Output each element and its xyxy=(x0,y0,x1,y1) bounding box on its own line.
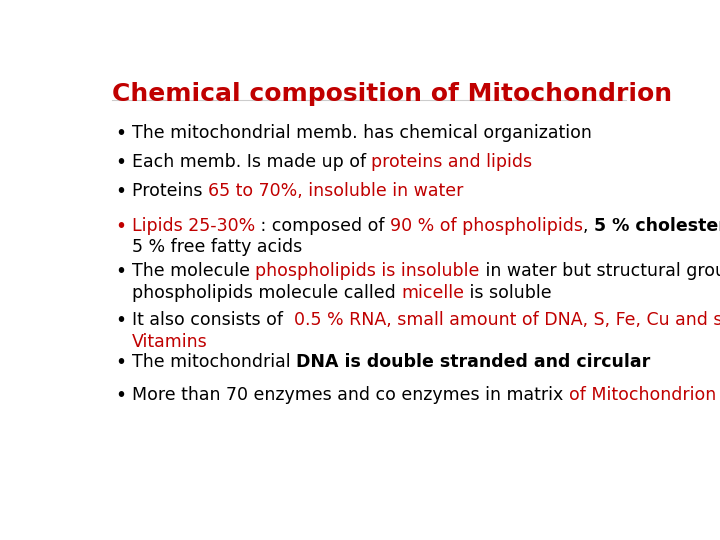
Text: proteins and lipids: proteins and lipids xyxy=(372,153,533,171)
Text: •: • xyxy=(115,217,126,235)
Text: Lipids 25-30%: Lipids 25-30% xyxy=(132,217,255,234)
Text: Chemical composition of Mitochondrion: Chemical composition of Mitochondrion xyxy=(112,82,672,106)
Text: 0.5 % RNA, small amount of DNA, S, Fe, Cu and some: 0.5 % RNA, small amount of DNA, S, Fe, C… xyxy=(294,311,720,329)
Text: 90 % of phospholipids: 90 % of phospholipids xyxy=(390,217,583,234)
Text: : composed of: : composed of xyxy=(255,217,390,234)
Text: Proteins: Proteins xyxy=(132,182,208,200)
Text: It also consists of: It also consists of xyxy=(132,311,294,329)
Text: More than 70 enzymes and co enzymes in matrix: More than 70 enzymes and co enzymes in m… xyxy=(132,386,569,404)
Text: Each memb. Is made up of: Each memb. Is made up of xyxy=(132,153,372,171)
Text: •: • xyxy=(115,386,126,405)
Text: The mitochondrial: The mitochondrial xyxy=(132,353,296,370)
Text: 5 % free fatty acids: 5 % free fatty acids xyxy=(132,238,302,256)
Text: phospholipids is insoluble: phospholipids is insoluble xyxy=(256,262,480,280)
Text: •: • xyxy=(115,124,126,143)
Text: 5 % cholesterol: 5 % cholesterol xyxy=(594,217,720,234)
Text: is soluble: is soluble xyxy=(464,284,552,302)
Text: in water but structural group of: in water but structural group of xyxy=(480,262,720,280)
Text: 65 to 70%, insoluble in water: 65 to 70%, insoluble in water xyxy=(208,182,463,200)
Text: •: • xyxy=(115,182,126,201)
Text: •: • xyxy=(115,262,126,281)
Text: The mitochondrial memb. has chemical organization: The mitochondrial memb. has chemical org… xyxy=(132,124,592,142)
Text: ,: , xyxy=(583,217,594,234)
Text: •: • xyxy=(115,353,126,372)
Text: of Mitochondrion: of Mitochondrion xyxy=(569,386,716,404)
Text: The molecule: The molecule xyxy=(132,262,256,280)
Text: Vitamins: Vitamins xyxy=(132,333,207,350)
Text: phospholipids molecule called: phospholipids molecule called xyxy=(132,284,401,302)
Text: micelle: micelle xyxy=(401,284,464,302)
Text: •: • xyxy=(115,153,126,172)
Text: •: • xyxy=(115,311,126,330)
Text: DNA is double stranded and circular: DNA is double stranded and circular xyxy=(296,353,650,370)
